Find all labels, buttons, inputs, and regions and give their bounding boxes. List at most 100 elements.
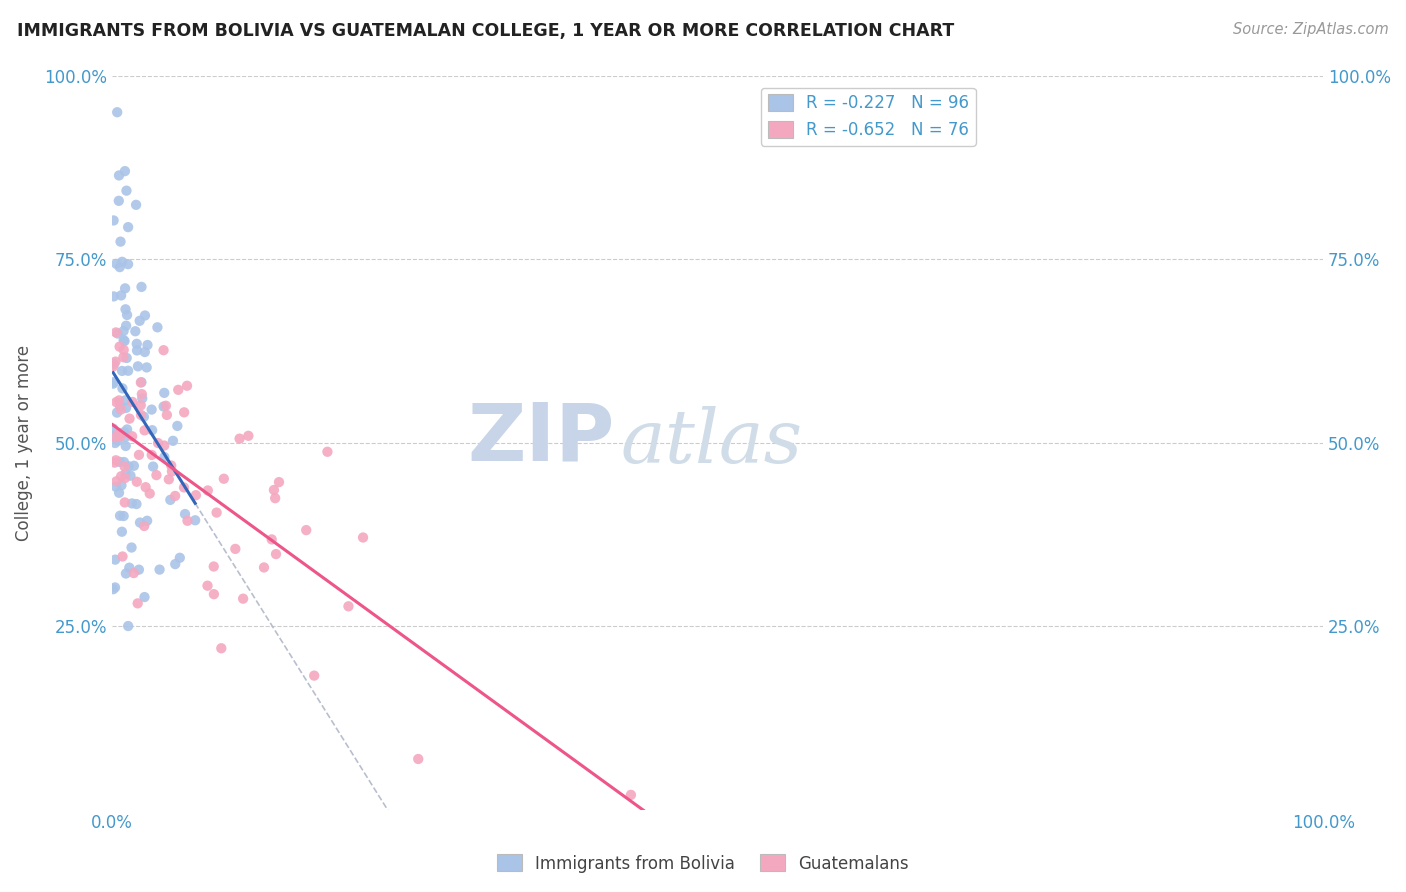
Point [108, 485, 131, 500]
Point [108, 340, 131, 354]
Point [105, 475, 128, 489]
Point [107, 326, 129, 341]
Point [159, 492, 181, 507]
Point [263, 483, 285, 497]
Point [337, 599, 360, 614]
Point [142, 459, 165, 474]
Point [103, 359, 125, 374]
Point [202, 587, 225, 601]
Text: atlas: atlas [620, 406, 803, 479]
Point [103, 357, 125, 371]
Point [141, 423, 163, 437]
Point [104, 480, 127, 494]
Point [128, 314, 150, 328]
Point [104, 326, 127, 340]
Point [108, 393, 131, 408]
Point [184, 513, 207, 527]
Point [114, 467, 136, 481]
Point [264, 491, 287, 505]
Point [148, 563, 170, 577]
Point [134, 345, 156, 359]
Point [114, 164, 136, 178]
Point [295, 523, 318, 537]
Point [114, 430, 136, 444]
Point [134, 423, 156, 437]
Text: Source: ZipAtlas.com: Source: ZipAtlas.com [1233, 22, 1389, 37]
Point [114, 495, 136, 509]
Point [352, 531, 374, 545]
Point [173, 480, 195, 494]
Point [406, 752, 429, 766]
Point [253, 560, 276, 574]
Point [115, 184, 138, 198]
Point [105, 406, 128, 420]
Point [103, 376, 125, 390]
Point [153, 385, 176, 400]
Point [110, 478, 132, 492]
Point [104, 581, 127, 595]
Point [104, 354, 127, 368]
Legend: R = -0.227   N = 96, R = -0.652   N = 76: R = -0.227 N = 96, R = -0.652 N = 76 [761, 87, 976, 145]
Point [118, 411, 141, 425]
Point [197, 579, 219, 593]
Point [128, 448, 150, 462]
Point [197, 483, 219, 498]
Point [176, 514, 198, 528]
Point [165, 557, 187, 571]
Point [160, 464, 183, 478]
Point [176, 378, 198, 392]
Point [104, 436, 127, 450]
Point [110, 288, 132, 302]
Point [152, 343, 174, 358]
Point [129, 516, 152, 530]
Point [134, 590, 156, 604]
Point [152, 400, 174, 414]
Point [117, 220, 139, 235]
Point [146, 320, 169, 334]
Point [132, 409, 155, 424]
Point [209, 641, 232, 656]
Y-axis label: College, 1 year or more: College, 1 year or more [15, 344, 32, 541]
Point [112, 509, 135, 524]
Point [173, 405, 195, 419]
Point [108, 399, 131, 413]
Point [122, 458, 145, 473]
Point [112, 324, 135, 338]
Point [212, 472, 235, 486]
Point [167, 383, 190, 397]
Point [134, 309, 156, 323]
Point [174, 507, 197, 521]
Point [108, 430, 131, 444]
Point [103, 213, 125, 227]
Point [162, 434, 184, 448]
Point [136, 338, 159, 352]
Point [121, 429, 143, 443]
Point [124, 324, 146, 338]
Point [120, 468, 142, 483]
Point [135, 480, 157, 494]
Point [127, 596, 149, 610]
Point [156, 408, 179, 422]
Point [110, 402, 132, 417]
Point [111, 255, 134, 269]
Point [114, 439, 136, 453]
Point [146, 436, 169, 450]
Point [260, 533, 283, 547]
Point [108, 455, 131, 469]
Point [153, 450, 176, 464]
Point [115, 351, 138, 365]
Point [111, 364, 134, 378]
Point [122, 566, 145, 580]
Point [620, 788, 643, 802]
Point [125, 475, 148, 489]
Point [141, 448, 163, 462]
Point [107, 434, 129, 448]
Point [131, 280, 153, 294]
Point [112, 350, 135, 364]
Point [264, 547, 287, 561]
Point [121, 496, 143, 510]
Point [121, 541, 143, 555]
Point [135, 360, 157, 375]
Point [131, 392, 153, 406]
Point [228, 432, 250, 446]
